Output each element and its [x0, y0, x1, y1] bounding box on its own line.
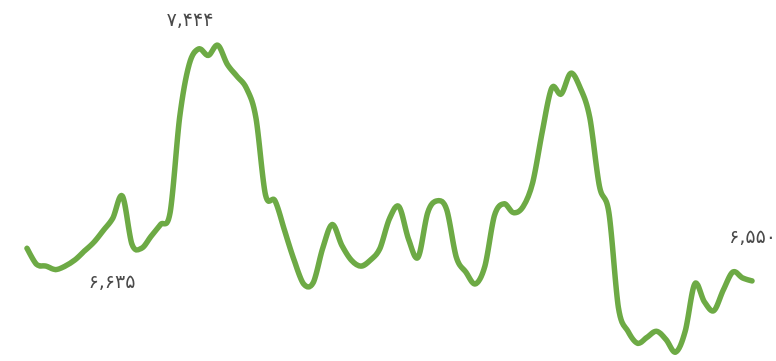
series-line: [24, 42, 755, 355]
min-value-label: ۶,۶۳۵: [89, 271, 136, 293]
max-value-label: ۷,۴۴۴: [167, 9, 214, 31]
last-value-label: ۶,۵۵۰: [729, 226, 776, 248]
